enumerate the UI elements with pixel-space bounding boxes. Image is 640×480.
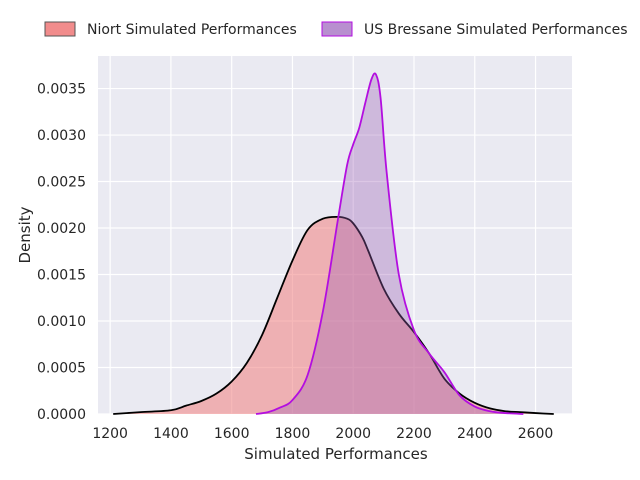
legend-label-niort: Niort Simulated Performances <box>87 22 297 38</box>
legend-swatch-niort <box>44 21 76 37</box>
x-tick-label-1200: 1200 <box>92 426 128 442</box>
density-fill-niort <box>113 216 554 414</box>
density-line-bressane <box>255 72 524 415</box>
density-areas <box>113 72 554 415</box>
density-fill-bressane <box>256 73 524 414</box>
y-axis-title: Density <box>16 206 34 263</box>
y-tick-label-5: 0.0025 <box>37 175 86 191</box>
x-tick-label-1800: 1800 <box>275 426 311 442</box>
legend-swatch-bressane <box>321 21 353 37</box>
y-axis-ticks: 0.0000 0.0005 0.0010 0.0015 0.0020 0.0025 0.00… <box>37 82 86 423</box>
x-axis-title: Simulated Performances <box>244 445 428 463</box>
density-line-niort <box>113 215 554 415</box>
y-tick-label-3: 0.0015 <box>37 268 86 284</box>
y-tick-label-2: 0.0010 <box>37 314 86 330</box>
x-tick-label-2400: 2400 <box>457 426 493 442</box>
x-tick-label-2200: 2200 <box>396 426 432 442</box>
x-tick-label-1400: 1400 <box>153 426 189 442</box>
y-tick-label-4: 0.0020 <box>37 221 86 237</box>
x-tick-label-1600: 1600 <box>214 426 250 442</box>
y-tick-label-1: 0.0005 <box>37 361 86 377</box>
x-tick-label-2600: 2600 <box>518 426 554 442</box>
legend: Niort Simulated Performances US Bressane… <box>44 21 628 38</box>
y-tick-label-0: 0.0000 <box>37 407 86 423</box>
x-axis-ticks: 1200 1400 1600 1800 2000 2200 2400 2600 <box>92 426 553 442</box>
x-tick-label-2000: 2000 <box>335 426 371 442</box>
y-tick-label-6: 0.0030 <box>37 128 86 144</box>
legend-label-bressane: US Bressane Simulated Performances <box>364 22 628 38</box>
y-tick-label-7: 0.0035 <box>37 82 86 98</box>
